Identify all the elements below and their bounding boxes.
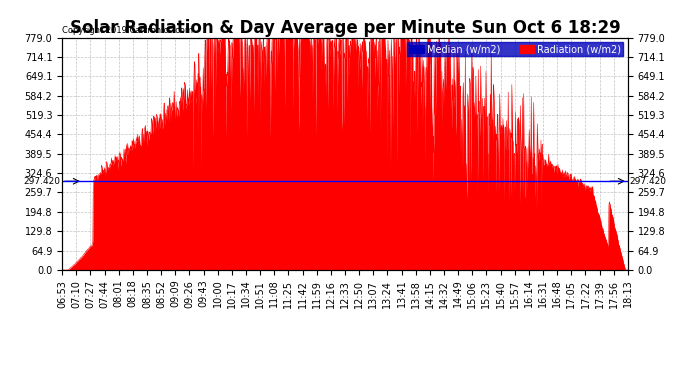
- Text: 297.420: 297.420: [23, 177, 61, 186]
- Legend: Median (w/m2), Radiation (w/m2): Median (w/m2), Radiation (w/m2): [407, 42, 623, 56]
- Text: 297.420: 297.420: [629, 177, 667, 186]
- Title: Solar Radiation & Day Average per Minute Sun Oct 6 18:29: Solar Radiation & Day Average per Minute…: [70, 20, 620, 38]
- Text: Copyright 2019 Cartronics.com: Copyright 2019 Cartronics.com: [62, 26, 193, 35]
